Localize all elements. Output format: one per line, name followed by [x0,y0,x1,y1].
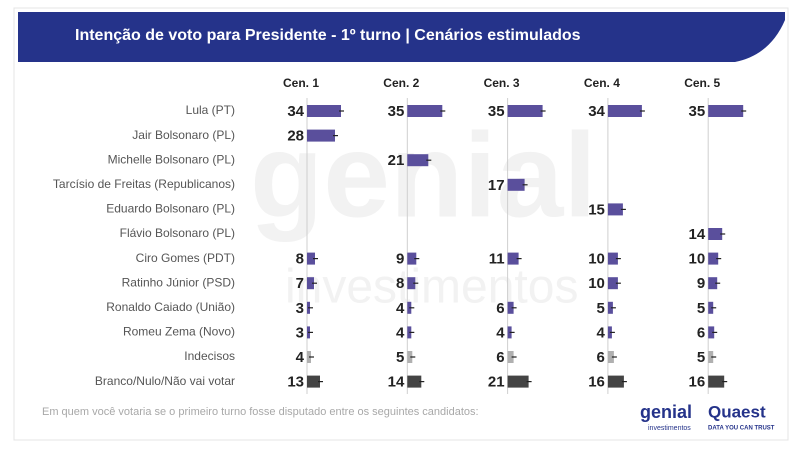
value-label: 3 [296,324,304,341]
bar [507,252,519,265]
value-label: 8 [296,251,304,268]
category-label: Ronaldo Caiado (União) [106,300,235,314]
value-label: 6 [496,349,504,366]
bar [607,375,624,388]
bar [407,252,417,265]
bar [708,351,714,363]
value-label: 5 [697,349,705,366]
value-label: 4 [597,324,606,341]
value-label: 21 [488,374,505,391]
value-label: 8 [396,275,404,292]
value-label: 4 [396,324,405,341]
bar [708,252,719,265]
category-label: Romeu Zema (Novo) [123,325,235,339]
column-header: Cen. 1 [283,76,319,90]
category-label: Eduardo Bolsonaro (PL) [106,202,235,216]
bar [607,252,618,265]
bar [307,375,320,388]
value-label: 35 [488,103,505,120]
watermark: investimentos [285,261,578,314]
bar [708,375,725,388]
category-label: Lula (PT) [186,103,235,117]
value-label: 5 [396,349,404,366]
category-label: Ratinho Júnior (PSD) [122,275,235,289]
header-band [18,12,785,62]
category-label: Ciro Gomes (PDT) [136,251,235,265]
category-label: Jair Bolsonaro (PL) [132,128,235,142]
bar [307,105,341,117]
bar [507,301,514,314]
category-label: Michelle Bolsonaro (PL) [108,152,235,166]
bar [607,351,614,363]
bar [708,277,718,290]
category-label: Tarcísio de Freitas (Republicanos) [53,177,235,191]
bar [407,105,443,117]
logo-genial: genial [640,402,692,422]
value-label: 5 [697,300,705,317]
bar [407,375,422,388]
footnote: Em quem você votaria se o primeiro turno… [42,406,479,418]
logo-genial-sub: investimentos [648,425,691,432]
bar [507,178,525,191]
bar [507,375,529,388]
logo-quaest-sub: DATA YOU CAN TRUST [708,426,775,432]
value-label: 11 [489,251,505,268]
bar [708,105,744,117]
value-label: 6 [697,324,705,341]
bar [708,228,723,240]
value-label: 17 [488,177,505,194]
bar [407,277,416,290]
bar [607,105,642,117]
value-label: 4 [396,300,405,317]
bar [507,351,514,363]
value-label: 7 [296,275,304,292]
value-label: 35 [388,103,405,120]
value-label: 15 [588,201,605,218]
bar [307,252,315,265]
bar [607,203,623,216]
value-label: 10 [689,251,706,268]
value-label: 16 [588,374,605,391]
value-label: 10 [588,275,605,292]
category-label: Branco/Nulo/Não vai votar [95,374,235,388]
value-label: 4 [296,349,305,366]
value-label: 21 [388,152,405,169]
value-label: 9 [697,275,705,292]
category-label: Indecisos [184,349,235,363]
bar [307,277,314,290]
column-header: Cen. 3 [484,76,520,90]
value-label: 35 [689,103,706,120]
bar [708,326,715,339]
bar [307,129,335,142]
logo-quaest: Quaest [708,402,766,421]
value-label: 3 [296,300,304,317]
value-label: 10 [588,251,605,268]
bar [708,301,714,314]
bar [507,105,543,117]
value-label: 34 [287,103,304,120]
value-label: 34 [588,103,605,120]
bar [607,301,613,314]
frame [13,7,789,441]
value-label: 6 [496,300,504,317]
value-label: 28 [287,128,304,145]
bar [407,351,413,363]
value-label: 5 [597,300,605,317]
column-header: Cen. 4 [584,76,620,90]
value-label: 4 [496,324,505,341]
chart-title: Intenção de voto para Presidente - 1º tu… [75,27,581,44]
bar [607,277,618,290]
value-label: 13 [287,374,304,391]
column-header: Cen. 5 [684,76,720,90]
value-label: 14 [388,374,405,391]
value-label: 14 [689,226,706,243]
value-label: 9 [396,251,404,268]
value-label: 16 [689,374,706,391]
category-label: Flávio Bolsonaro (PL) [120,226,235,240]
bar [407,154,429,167]
column-header: Cen. 2 [383,76,419,90]
value-label: 6 [597,349,605,366]
